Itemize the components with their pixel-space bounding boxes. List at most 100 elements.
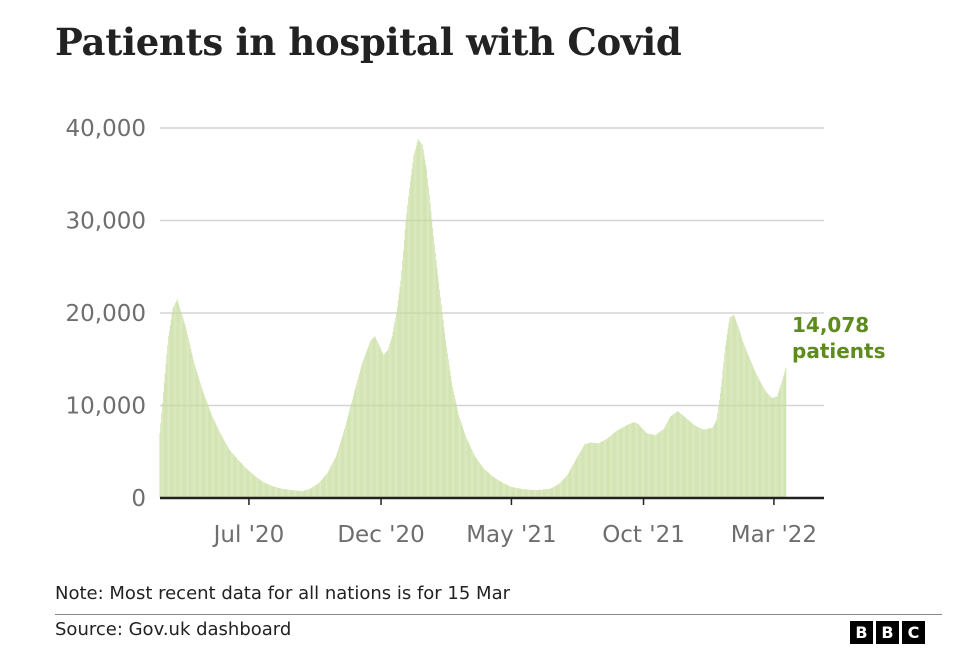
data-bar <box>182 315 183 498</box>
data-bar <box>467 441 469 498</box>
data-bar <box>587 443 589 498</box>
data-bar <box>757 375 758 498</box>
data-bar <box>237 459 238 498</box>
data-bar <box>633 422 635 498</box>
data-bar <box>512 487 514 498</box>
data-bar <box>316 484 318 498</box>
data-bar <box>438 282 440 498</box>
data-bar <box>426 169 427 498</box>
y-tick-label: 20,000 <box>66 301 146 327</box>
data-bar <box>324 476 326 498</box>
data-bar <box>265 483 267 498</box>
data-bar <box>656 434 657 498</box>
data-bar <box>449 370 451 498</box>
data-bar <box>278 487 280 498</box>
data-bar <box>567 474 568 498</box>
data-bar <box>630 423 631 498</box>
data-bar <box>543 489 545 498</box>
data-bar <box>352 399 353 498</box>
data-bar <box>508 485 510 498</box>
data-bar <box>217 427 219 498</box>
data-bar <box>592 442 593 498</box>
data-bar <box>479 463 481 498</box>
data-bar <box>436 267 438 498</box>
data-bar <box>224 441 225 498</box>
data-bar <box>404 229 406 498</box>
data-bar <box>495 478 497 498</box>
data-bar <box>455 402 457 498</box>
data-bar <box>589 442 591 498</box>
data-bar <box>182 318 184 498</box>
data-bar <box>486 471 488 498</box>
data-bar <box>344 428 345 498</box>
data-bar <box>253 475 255 498</box>
data-bar <box>581 448 583 498</box>
data-bar <box>714 422 716 498</box>
data-bar <box>473 452 474 498</box>
data-bar <box>261 480 263 498</box>
data-bar <box>712 427 713 498</box>
data-bar <box>769 395 770 498</box>
bars <box>159 139 787 499</box>
data-bar <box>390 338 392 498</box>
data-bar <box>369 343 371 498</box>
data-bar <box>675 412 677 498</box>
y-tick-label: 30,000 <box>66 209 146 235</box>
data-bar <box>585 444 586 498</box>
data-bar <box>160 423 162 498</box>
data-bar <box>216 425 218 498</box>
data-bar <box>349 409 351 498</box>
data-bar <box>572 465 573 498</box>
data-bar <box>335 456 337 498</box>
data-bar <box>367 347 369 498</box>
data-bar <box>760 382 762 498</box>
data-bar <box>445 339 446 498</box>
data-bar <box>435 260 437 498</box>
data-bar <box>340 439 342 498</box>
data-bar <box>700 428 701 498</box>
data-bar <box>218 429 219 498</box>
data-bar <box>423 154 425 498</box>
data-bar <box>566 475 567 498</box>
data-bar <box>196 372 198 498</box>
data-bar <box>616 430 617 498</box>
data-bar <box>283 489 285 498</box>
data-bar <box>694 425 696 498</box>
data-bar <box>409 181 411 498</box>
data-bar <box>206 400 207 498</box>
data-bar <box>770 397 772 498</box>
data-bar <box>524 489 526 498</box>
chart-title: Patients in hospital with Covid <box>55 20 682 64</box>
data-bar <box>213 418 214 498</box>
data-bar <box>577 456 579 498</box>
data-bar <box>654 434 655 498</box>
data-bar <box>547 489 548 498</box>
data-bar <box>482 467 484 498</box>
data-bar <box>393 326 395 498</box>
data-bar <box>558 484 560 498</box>
data-bar <box>542 489 543 498</box>
data-bar <box>441 304 442 498</box>
data-bar <box>665 425 667 498</box>
data-bar <box>713 424 715 498</box>
data-bar <box>168 336 169 498</box>
data-bar <box>389 344 390 498</box>
data-bar <box>227 447 229 498</box>
data-bar <box>181 313 182 498</box>
data-bar <box>166 354 168 498</box>
data-bar <box>551 487 553 498</box>
data-bar <box>502 482 503 498</box>
data-bar <box>351 402 352 498</box>
data-bar <box>683 416 685 498</box>
data-bar <box>538 490 540 498</box>
data-bar <box>417 139 419 498</box>
data-bar <box>693 424 694 498</box>
data-bar <box>233 455 235 498</box>
data-bar <box>689 421 691 498</box>
data-bar <box>648 433 649 498</box>
data-bar <box>301 490 302 498</box>
data-bar <box>270 485 272 498</box>
data-bar <box>706 428 708 498</box>
data-bar <box>422 144 423 498</box>
data-bar <box>165 363 167 498</box>
